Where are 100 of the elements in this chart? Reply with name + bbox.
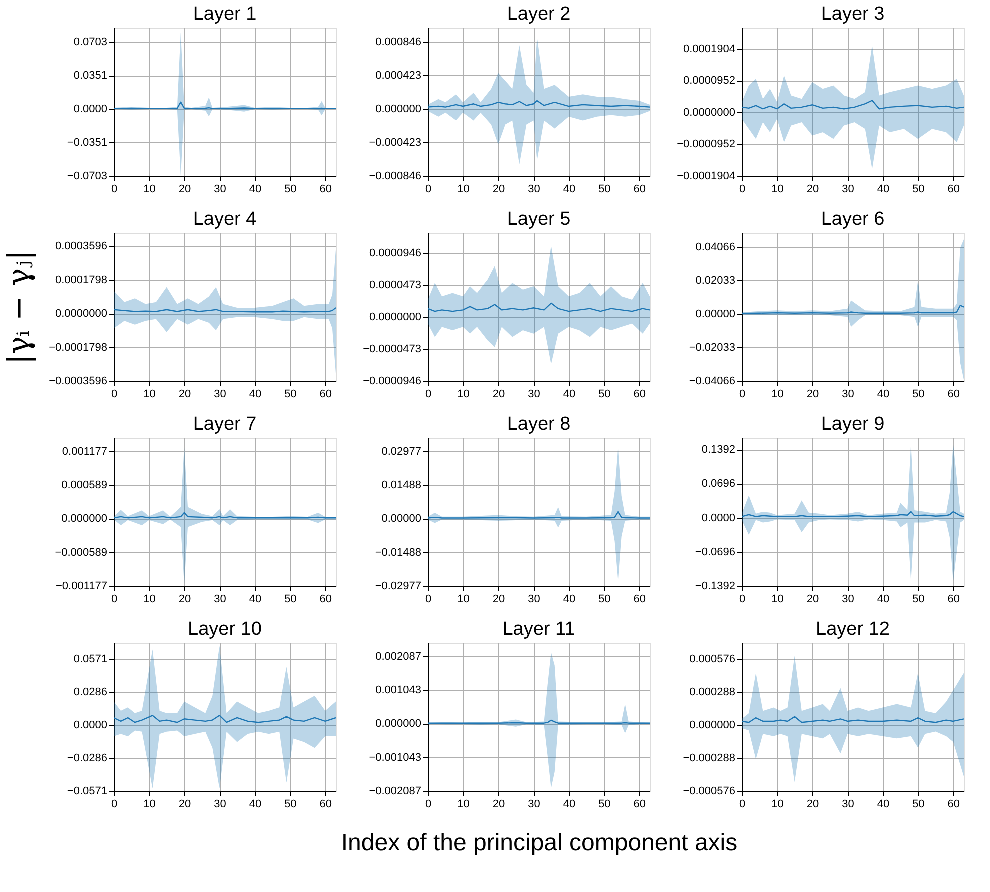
chart-title: Layer 6 [821, 209, 885, 230]
x-tick-label: 20 [492, 594, 506, 606]
x-tick-label: 0 [425, 184, 432, 196]
x-tick-label: 50 [284, 594, 297, 606]
x-tick-label: 20 [492, 388, 506, 400]
x-axis-title: Index of the principal component axis [341, 830, 738, 856]
y-tick-label: 0.02977 [382, 446, 422, 458]
y-tick-label: −0.01488 [375, 546, 422, 559]
y-tick-label: −0.04066 [689, 376, 736, 388]
x-tick-label: 20 [178, 388, 192, 400]
x-tick-label: 20 [806, 184, 820, 196]
x-tick-label: 60 [948, 798, 960, 810]
y-tick-label: 0.0000 [74, 104, 108, 116]
y-tick-label: 0.0000000 [56, 308, 108, 320]
x-tick-label: 20 [492, 184, 506, 196]
line-series [428, 100, 650, 108]
x-tick-label: 20 [806, 798, 820, 810]
line-series [742, 305, 964, 314]
y-tick-label: −0.0000946 [363, 376, 422, 388]
y-tick-label: −0.001043 [369, 752, 422, 764]
x-tick-label: 40 [249, 798, 262, 810]
chart-title: Layer 10 [188, 619, 262, 640]
y-tick-label: −0.02033 [689, 342, 736, 354]
x-tick-label: 50 [598, 594, 611, 606]
y-tick-label: 0.0000 [74, 719, 108, 732]
x-tick-label: 10 [458, 388, 470, 400]
y-tick-label: 0.000000 [376, 103, 422, 116]
line-series [428, 511, 650, 519]
x-tick-label: 20 [806, 388, 820, 400]
x-tick-label: 50 [284, 798, 297, 810]
y-tick-label: 0.000576 [690, 653, 736, 666]
x-tick-label: 20 [178, 798, 192, 810]
x-tick-label: 50 [598, 184, 611, 196]
y-tick-label: 0.0000000 [370, 311, 422, 324]
x-tick-label: 60 [634, 798, 646, 810]
x-tick-label: 10 [144, 594, 156, 606]
chart-title: Layer 8 [507, 414, 571, 435]
y-tick-label: 0.0703 [74, 36, 108, 49]
y-tick-label: 0.001177 [62, 446, 108, 458]
x-tick-label: 50 [912, 388, 925, 400]
x-tick-label: 60 [634, 388, 646, 400]
y-tick-label: −0.000423 [369, 136, 422, 149]
x-tick-label: 10 [772, 184, 784, 196]
x-tick-label: 0 [111, 798, 118, 810]
y-tick-label: 0.02033 [696, 274, 736, 287]
x-tick-label: 0 [739, 184, 746, 196]
x-tick-label: 10 [458, 798, 470, 810]
x-tick-label: 10 [144, 184, 156, 196]
y-tick-label: 0.0696 [702, 478, 736, 490]
x-tick-label: 30 [528, 184, 540, 196]
y-tick-label: 0.00000 [382, 513, 422, 526]
y-tick-label: 0.0000000 [684, 106, 736, 119]
x-tick-label: 20 [178, 594, 192, 606]
y-tick-label: −0.000288 [683, 752, 736, 764]
y-tick-label: 0.01488 [382, 480, 422, 492]
x-tick-label: 60 [320, 388, 332, 400]
y-tick-label: 0.000589 [62, 479, 108, 492]
x-tick-label: 40 [563, 798, 576, 810]
y-tick-label: 0.04066 [696, 241, 736, 254]
y-tick-label: 0.00000 [696, 308, 736, 320]
x-tick-label: 0 [111, 594, 118, 606]
x-tick-label: 10 [772, 388, 784, 400]
chart-title: Layer 1 [193, 4, 257, 25]
y-tick-label: −0.0001904 [677, 170, 736, 182]
x-tick-label: 30 [842, 388, 854, 400]
line-series [742, 100, 964, 110]
y-tick-label: −0.0000952 [677, 138, 736, 151]
x-tick-label: 0 [739, 388, 746, 400]
x-tick-label: 60 [948, 388, 960, 400]
line-series [114, 102, 336, 110]
x-tick-label: 20 [178, 184, 192, 196]
y-tick-label: −0.0571 [67, 786, 108, 798]
chart-title: Layer 5 [507, 209, 571, 230]
line-series [114, 715, 336, 724]
x-tick-label: 30 [528, 798, 540, 810]
x-tick-label: 50 [912, 594, 925, 606]
x-tick-label: 30 [214, 594, 226, 606]
x-tick-label: 40 [877, 594, 890, 606]
y-tick-label: 0.000000 [62, 513, 108, 526]
chart-title: Layer 3 [821, 4, 885, 25]
x-tick-label: 50 [598, 388, 611, 400]
x-tick-label: 10 [144, 798, 156, 810]
y-tick-label: −0.0003596 [49, 376, 108, 388]
x-tick-label: 30 [842, 184, 854, 196]
y-tick-label: −0.0001798 [49, 342, 108, 354]
x-tick-label: 0 [739, 798, 746, 810]
y-tick-label: 0.0351 [74, 70, 108, 82]
y-tick-label: 0.000846 [376, 36, 422, 48]
y-tick-label: 0.0000473 [370, 279, 422, 292]
x-tick-label: 30 [528, 594, 540, 606]
x-tick-label: 10 [458, 184, 470, 196]
y-tick-label: 0.0286 [74, 686, 108, 698]
x-tick-label: 0 [425, 388, 432, 400]
x-tick-label: 40 [563, 184, 576, 196]
y-tick-label: −0.0696 [695, 546, 736, 558]
y-tick-label: 0.0000952 [684, 75, 736, 88]
y-tick-label: 0.000000 [376, 718, 422, 730]
x-tick-label: 60 [634, 184, 646, 196]
x-tick-label: 60 [948, 184, 960, 196]
x-tick-label: 50 [912, 798, 925, 810]
